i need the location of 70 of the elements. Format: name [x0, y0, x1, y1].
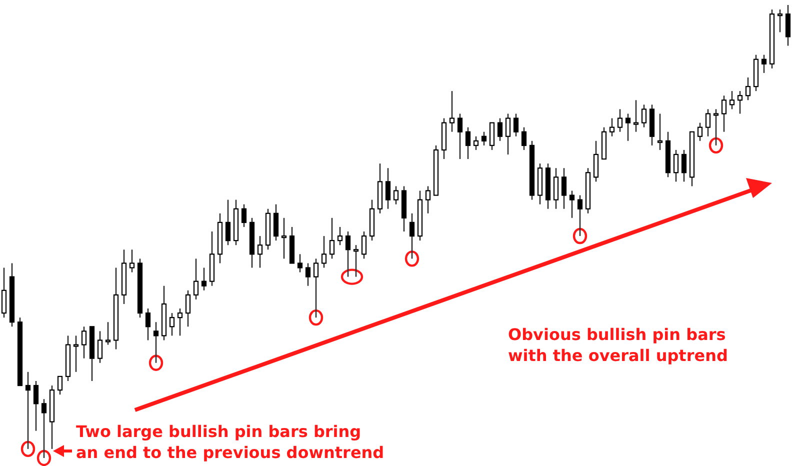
candlestick [313, 258, 319, 318]
candlestick [657, 113, 663, 151]
annotation: Two large bullish pin bars bring an end to the previous downtrend [76, 422, 384, 462]
candlestick [497, 118, 503, 142]
candlestick [321, 235, 327, 268]
candlestick [513, 113, 519, 138]
candlestick [337, 226, 343, 246]
candlestick [457, 113, 463, 160]
candlestick [305, 262, 311, 287]
candlestick [553, 167, 559, 210]
candlestick [489, 122, 495, 151]
candlestick [281, 217, 287, 260]
candlestick [617, 108, 623, 132]
annotation: Obvious bullish pin bars with the overall uptrend [508, 325, 728, 365]
candlestick [721, 94, 727, 132]
candlestick [329, 217, 335, 260]
candlestick [713, 108, 719, 146]
candlestick [745, 76, 751, 101]
candlestick [697, 122, 703, 142]
candlestick [241, 204, 247, 228]
candlestick [345, 230, 351, 278]
candlestick [353, 244, 359, 278]
candlestick [273, 204, 279, 242]
candlestick [129, 248, 135, 273]
candlestick [633, 99, 639, 132]
candlestick [33, 380, 39, 432]
candlestick [73, 335, 79, 373]
candlestick [729, 90, 735, 110]
candlestick [225, 199, 231, 246]
candlestick [385, 167, 391, 210]
candlestick [409, 212, 415, 260]
candlestick [41, 398, 47, 459]
candlestick [57, 376, 63, 396]
candlestick [185, 290, 191, 328]
candlestick [201, 267, 207, 292]
candlestick [449, 90, 455, 132]
candlestick [169, 312, 175, 336]
candlestick [473, 136, 479, 151]
candlestick [361, 230, 367, 260]
candlestick [481, 131, 487, 146]
candlestick [153, 321, 159, 364]
candlestick [681, 149, 687, 182]
candlestick [1, 267, 7, 318]
candlestick [641, 104, 647, 128]
candlestick [777, 8, 783, 33]
candlestick [673, 149, 679, 182]
candlestick [257, 235, 263, 268]
candlestick [297, 254, 303, 273]
candlestick [761, 54, 767, 74]
candlestick [177, 308, 183, 336]
candlestick [145, 308, 151, 341]
candlestick [737, 90, 743, 114]
candlestick [505, 113, 511, 156]
candlestick [569, 190, 575, 219]
candlestick [785, 4, 791, 46]
candlestick [561, 167, 567, 210]
candlestick [625, 113, 631, 142]
candlestick [393, 186, 399, 205]
candlestick [609, 118, 615, 138]
candlestick [577, 194, 583, 237]
candlestick [465, 126, 471, 160]
candlestick [25, 371, 31, 450]
candlestick [521, 126, 527, 151]
candlestick [425, 186, 431, 214]
candlestick [193, 258, 199, 300]
candlestick [705, 108, 711, 138]
candlestick [593, 140, 599, 182]
candlestick [97, 330, 103, 364]
candlestick [81, 326, 87, 359]
candlestick [105, 321, 111, 346]
